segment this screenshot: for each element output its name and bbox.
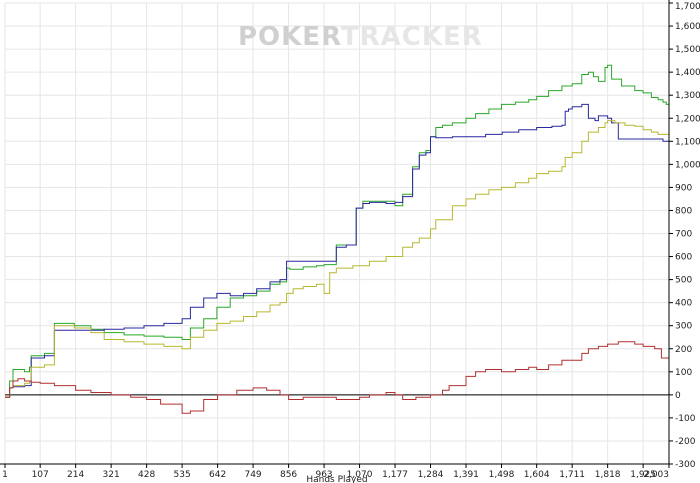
x-tick-label: 1,711 <box>559 470 585 480</box>
y-axis-tick-labels: -300 -200 -100 0 100 200 300 400 500 600 700 800 900… <box>669 2 700 470</box>
series-group <box>5 64 670 414</box>
x-tick-label: 1,498 <box>489 470 515 480</box>
y-tick-label: -200 <box>675 437 696 447</box>
x-tick-label: 1,177 <box>382 470 408 480</box>
y-tick-label: 1,700 <box>675 2 700 12</box>
x-axis-tick-labels: 1 107 214 321 428 535 642 749 856 963 1,070 1,177 1,… <box>2 464 670 480</box>
y-tick-label: 900 <box>675 183 692 193</box>
y-tick-label: 200 <box>675 345 692 355</box>
x-tick-label: 642 <box>209 470 226 480</box>
x-tick-label: 321 <box>103 470 120 480</box>
x-tick-label: 428 <box>138 470 155 480</box>
y-tick-label: 600 <box>675 253 692 263</box>
x-tick-label: 1,284 <box>418 470 444 480</box>
y-tick-label: 1,500 <box>675 45 700 55</box>
y-tick-label: -100 <box>675 414 696 424</box>
series-line-1 <box>5 64 670 398</box>
y-tick-label: 400 <box>675 299 692 309</box>
y-tick-label: 1,000 <box>675 160 700 170</box>
x-tick-label: 535 <box>174 470 191 480</box>
series-line-4 <box>5 341 670 414</box>
y-tick-label: 800 <box>675 206 692 216</box>
y-tick-label: -300 <box>675 460 696 470</box>
x-tick-label: 963 <box>315 470 332 480</box>
x-tick-label: 214 <box>67 470 84 480</box>
watermark-text-tracker: TRACKER <box>341 22 483 52</box>
y-tick-label: 100 <box>675 368 692 378</box>
x-axis-title: Hands Played <box>306 475 367 483</box>
series-line-3 <box>5 120 670 398</box>
y-tick-label: 1,300 <box>675 91 700 101</box>
x-tick-label: 107 <box>32 470 49 480</box>
x-tick-label: 1,391 <box>453 470 479 480</box>
x-tick-label: 749 <box>244 470 261 480</box>
y-tick-label: 500 <box>675 276 692 286</box>
y-tick-label: 0 <box>675 391 681 401</box>
series-line-2 <box>5 103 670 398</box>
watermark-logo: POKERTRACKER <box>238 22 483 52</box>
y-tick-label: 1,100 <box>675 137 700 147</box>
y-tick-label: 1,400 <box>675 68 700 78</box>
x-tick-label: 856 <box>280 470 297 480</box>
x-tick-label: 1,070 <box>347 470 373 480</box>
x-tick-label: 1 <box>2 470 8 480</box>
y-tick-label: 300 <box>675 322 692 332</box>
watermark-text-poker: POKER <box>238 22 341 52</box>
svg-text:POKERTRACKER: POKERTRACKER <box>238 22 483 52</box>
y-tick-label: 1,600 <box>675 22 700 32</box>
x-tick-label: 2,003 <box>643 470 669 480</box>
x-tick-label: 1,604 <box>524 470 550 480</box>
y-tick-label: 1,200 <box>675 114 700 124</box>
x-tick-label: 1,818 <box>595 470 621 480</box>
y-tick-label: 700 <box>675 230 692 240</box>
x-tick-label: 1,925 <box>630 470 656 480</box>
